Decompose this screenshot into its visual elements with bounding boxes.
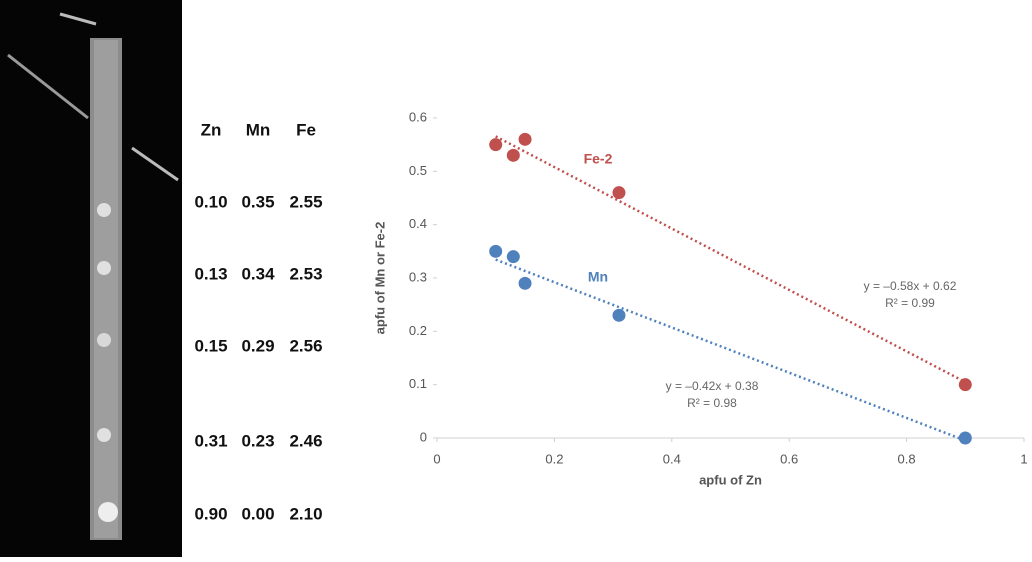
y-tick-label: 0.4 [409,216,427,231]
fiber [7,53,89,120]
x-tick-label: 1 [1020,451,1027,466]
x-axis-title: apfu of Zn [699,472,762,487]
table-header: Zn [201,120,222,139]
fiber [59,12,97,26]
x-tick-label: 0.4 [663,451,681,466]
spot [97,333,111,347]
series-label: Fe-2 [584,151,613,167]
point [958,378,972,392]
spot [98,502,118,522]
annotation: R² = 0.99 [885,296,935,310]
table-cell: 2.55 [289,192,322,211]
point [489,244,503,258]
table-cell: 0.90 [194,504,227,523]
point [612,186,626,200]
x-tick-label: 0.6 [780,451,798,466]
table-cell: 0.15 [194,336,227,355]
table-cell: 0.00 [241,504,274,523]
table-header: Mn [246,120,271,139]
trendline [495,258,966,442]
chart: 0 0.1 0.2 0.3 0.4 0.5 0.6 0 0.2 0.4 0.6 0.8 1 apfu of… [372,109,1027,487]
point [506,250,520,264]
table-cell: 0.34 [241,264,275,283]
spot [97,261,111,275]
annotation: R² = 0.98 [687,396,737,410]
y-axis-title: apfu of Mn or Fe-2 [372,222,387,335]
table-cell: 0.23 [241,431,274,450]
point [489,138,503,152]
table-cell: 2.56 [289,336,322,355]
series-label: Mn [588,269,608,285]
point [506,148,520,162]
x-tick-label: 0 [433,451,440,466]
table-cell: 2.10 [289,504,322,523]
point [518,276,532,290]
crystal-core [94,40,118,538]
y-tick-label: 0.2 [409,323,427,338]
data-table: Zn Mn Fe 0.10 0.35 2.55 0.13 0.34 2.53 0.15 0.29 2.… [194,120,322,523]
table-cell: 0.31 [194,431,227,450]
x-tick-label: 0.8 [898,451,916,466]
trendline [495,135,966,384]
y-tick-label: 0.3 [409,269,427,284]
table-cell: 0.10 [194,192,227,211]
y-tick-label: 0.6 [409,109,427,124]
spot [97,203,111,217]
point [612,308,626,322]
fiber [131,146,179,182]
y-tick-label: 0.1 [409,376,427,391]
table-cell: 2.53 [289,264,322,283]
annotation: y = –0.58x + 0.62 [864,279,957,293]
table-cell: 0.13 [194,264,227,283]
table-header: Fe [296,120,316,139]
point [958,431,972,445]
annotation: y = –0.42x + 0.38 [666,379,759,393]
table-cell: 0.35 [241,192,274,211]
table-cell: 2.46 [289,431,322,450]
x-tick-label: 0.2 [545,451,563,466]
point [518,132,532,146]
table-cell: 0.29 [241,336,274,355]
y-tick-label: 0 [420,429,427,444]
y-tick-label: 0.5 [409,163,427,178]
spot [97,428,111,442]
